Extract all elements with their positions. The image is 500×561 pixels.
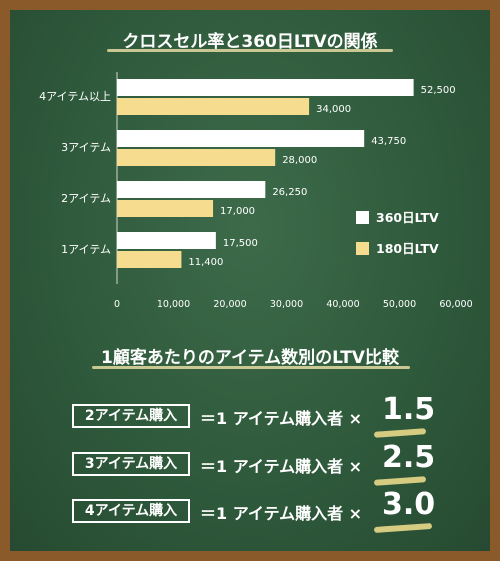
- data-label: 17,500: [223, 238, 258, 249]
- equation-text: ＝1 アイテム購入者 ×: [200, 457, 363, 476]
- item-count-box: 4アイテム購入: [72, 499, 190, 523]
- comparison-title: 1顧客あたりのアイテム数別のLTV比較: [101, 348, 399, 368]
- x-tick-label: 0: [114, 299, 120, 310]
- chart-title: クロスセル率と360日LTVの関係: [122, 32, 378, 52]
- item-count-box: 3アイテム購入: [72, 452, 190, 476]
- legend-swatch: [356, 211, 369, 224]
- legend-swatch: [356, 242, 369, 255]
- bar-360-ltv: [117, 79, 414, 96]
- data-label: 17,000: [220, 206, 255, 217]
- bar-360-ltv: [117, 130, 365, 147]
- category-label: 2アイテム: [61, 192, 111, 205]
- legend-label: 180日LTV: [376, 241, 439, 256]
- data-label: 34,000: [316, 104, 351, 115]
- bar-360-ltv: [117, 232, 216, 249]
- data-label: 11,400: [188, 257, 223, 268]
- category-label: 4アイテム以上: [39, 90, 111, 103]
- multiplier-value: 2.5: [382, 440, 436, 475]
- bar-chart: 4アイテム以上 52,500 34,000 3アイテム 43,750 28,000 2アイテ…: [39, 72, 473, 310]
- data-label: 26,250: [272, 187, 307, 198]
- title-chalk-underline: [107, 49, 393, 52]
- x-tick-label: 10,000: [157, 299, 190, 310]
- multiplier-value: 3.0: [382, 487, 436, 522]
- comparison-title-underline: [92, 366, 410, 369]
- bar-180-ltv: [117, 98, 310, 115]
- data-label: 43,750: [371, 136, 406, 147]
- bar-180-ltv: [117, 251, 182, 268]
- x-tick-label: 40,000: [326, 299, 359, 310]
- category-label: 1アイテム: [61, 243, 111, 256]
- bar-180-ltv: [117, 200, 214, 217]
- multiplier-value: 1.5: [382, 392, 436, 427]
- legend-label: 360日LTV: [376, 210, 439, 225]
- data-label: 28,000: [282, 155, 317, 166]
- item-count-box: 2アイテム購入: [72, 404, 190, 428]
- x-tick-label: 60,000: [439, 299, 472, 310]
- x-tick-label: 20,000: [213, 299, 246, 310]
- data-label: 52,500: [421, 85, 456, 96]
- category-label: 3アイテム: [61, 141, 111, 154]
- equation-text: ＝1 アイテム購入者 ×: [200, 504, 363, 523]
- bar-180-ltv: [117, 149, 276, 166]
- equation-text: ＝1 アイテム購入者 ×: [200, 409, 363, 428]
- x-tick-label: 30,000: [270, 299, 303, 310]
- bar-360-ltv: [117, 181, 266, 198]
- x-tick-label: 50,000: [383, 299, 416, 310]
